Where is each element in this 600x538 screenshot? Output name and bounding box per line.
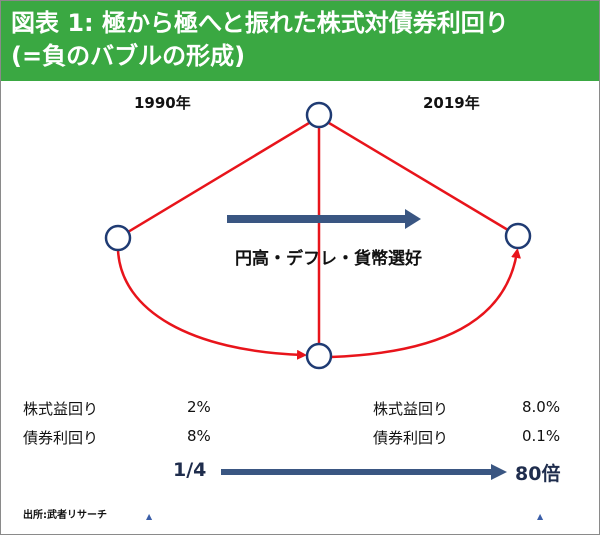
figure-title: 図表 1: 極から極へと振れた株式対債券利回り — [11, 9, 509, 37]
ratio-arrow-head — [491, 464, 507, 480]
right-row1-value: 8.0% — [522, 398, 561, 416]
year-left-label: 1990年 — [134, 94, 191, 112]
decorative-dot: ▲ — [146, 512, 153, 521]
node-right — [504, 222, 532, 250]
year-right-label: 2019年 — [423, 94, 480, 112]
node-left — [104, 224, 132, 252]
center-arrow-head — [405, 209, 421, 229]
curve-left-to-bottom — [116, 249, 307, 360]
left-row1-value: 2% — [187, 398, 211, 416]
diagram-svg — [104, 101, 532, 480]
left-row2-value: 8% — [187, 427, 211, 445]
node-top — [305, 101, 333, 129]
figure-subtitle: (=負のバブルの形成) — [11, 42, 246, 70]
center-arrow-shaft — [227, 215, 409, 223]
ratio-from-label: 1/4 — [173, 459, 207, 481]
right-row2-label: 債券利回り — [373, 429, 449, 447]
ratio-arrow-shaft — [221, 469, 495, 475]
center-label: 円高・デフレ・貨幣選好 — [235, 249, 422, 269]
decorative-dot: ▲ — [537, 512, 544, 521]
node-bottom — [305, 342, 333, 370]
diagram-canvas: 1990年 2019年 円高・デフレ・貨幣選好 株式益回り 2% 債券利回り 8… — [1, 81, 599, 534]
line-top-to-right — [318, 115, 519, 238]
curve-bottom-to-right — [330, 248, 521, 359]
left-row1-label: 株式益回り — [23, 400, 99, 418]
figure-header: 図表 1: 極から極へと振れた株式対債券利回り (=負のバブルの形成) — [1, 1, 599, 81]
line-left-to-top — [117, 115, 320, 240]
left-row2-label: 債券利回り — [23, 429, 99, 447]
right-row2-value: 0.1% — [522, 427, 561, 445]
right-row1-label: 株式益回り — [373, 400, 449, 418]
source-note: 出所:武者リサーチ — [23, 510, 107, 521]
ratio-to-label: 80倍 — [515, 463, 561, 485]
